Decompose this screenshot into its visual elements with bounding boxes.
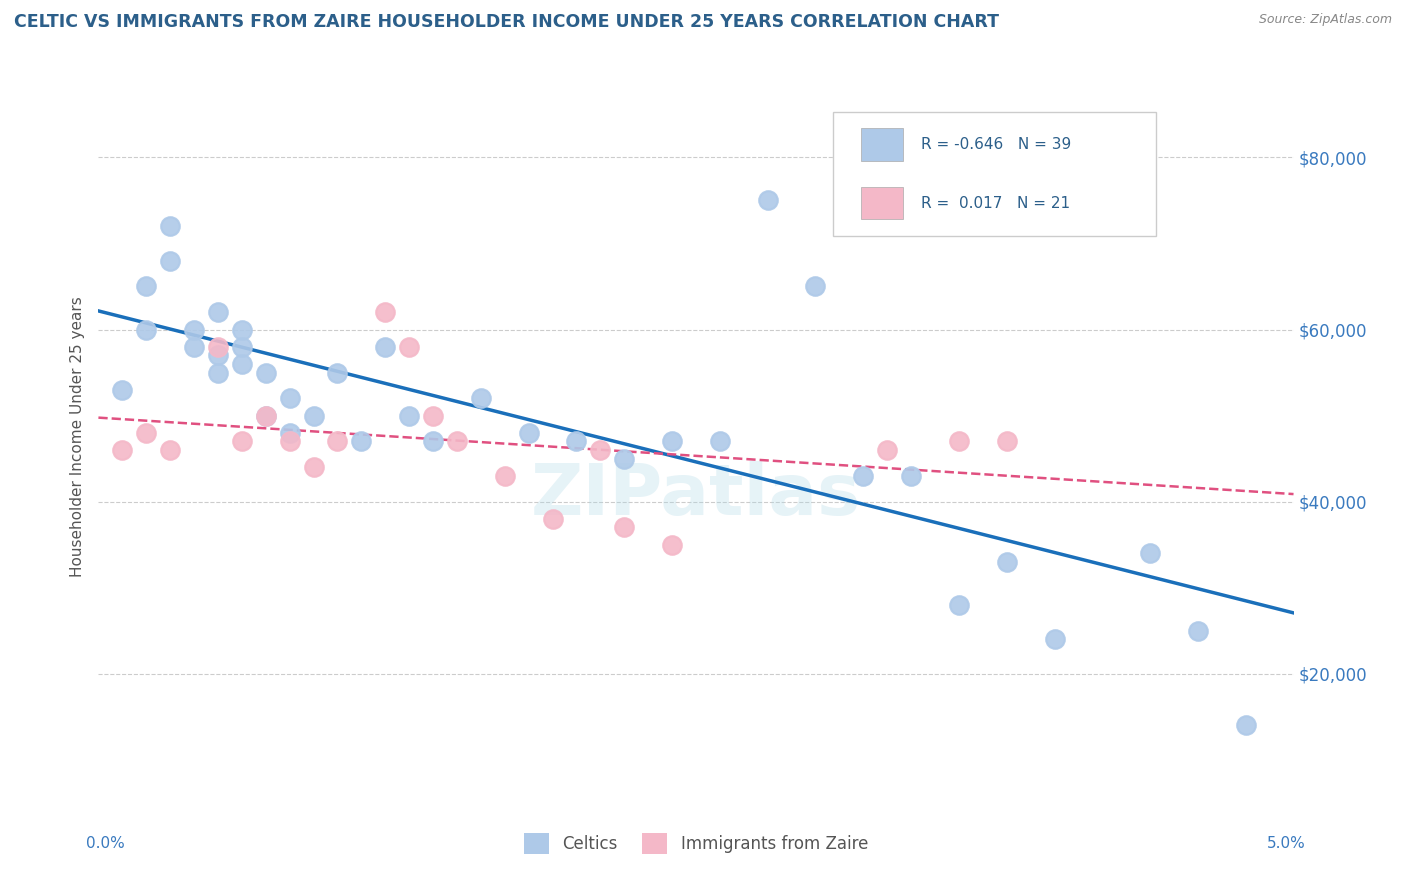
Point	[159, 219, 181, 234]
Point	[446, 434, 468, 449]
Text: 0.0%: 0.0%	[87, 836, 125, 851]
Point	[326, 434, 349, 449]
Text: CELTIC VS IMMIGRANTS FROM ZAIRE HOUSEHOLDER INCOME UNDER 25 YEARS CORRELATION CH: CELTIC VS IMMIGRANTS FROM ZAIRE HOUSEHOL…	[14, 13, 1000, 31]
Point	[565, 434, 588, 449]
Point	[135, 322, 157, 336]
Point	[900, 468, 922, 483]
Point	[613, 520, 636, 534]
Legend: Celtics, Immigrants from Zaire: Celtics, Immigrants from Zaire	[517, 827, 875, 860]
Point	[398, 409, 420, 423]
Point	[159, 442, 181, 457]
FancyBboxPatch shape	[860, 187, 903, 219]
Point	[254, 366, 277, 380]
Point	[494, 468, 516, 483]
Point	[111, 442, 134, 457]
FancyBboxPatch shape	[860, 128, 903, 161]
Point	[589, 442, 612, 457]
Text: 5.0%: 5.0%	[1267, 836, 1306, 851]
Point	[804, 279, 827, 293]
Point	[1234, 718, 1257, 732]
Point	[422, 434, 444, 449]
Point	[159, 253, 181, 268]
Point	[374, 340, 396, 354]
Text: Source: ZipAtlas.com: Source: ZipAtlas.com	[1258, 13, 1392, 27]
Point	[852, 468, 875, 483]
Point	[231, 434, 253, 449]
Point	[709, 434, 731, 449]
Point	[254, 409, 277, 423]
Point	[661, 538, 683, 552]
Point	[207, 305, 229, 319]
Point	[948, 434, 970, 449]
Point	[278, 434, 301, 449]
Point	[374, 305, 396, 319]
Point	[876, 442, 898, 457]
Point	[302, 460, 325, 475]
Point	[231, 357, 253, 371]
Point	[207, 348, 229, 362]
Point	[302, 409, 325, 423]
Point	[995, 555, 1018, 569]
Point	[398, 340, 420, 354]
Point	[1043, 632, 1066, 647]
Point	[756, 194, 779, 208]
Point	[135, 279, 157, 293]
Point	[278, 392, 301, 406]
Point	[517, 425, 540, 440]
Text: R = -0.646   N = 39: R = -0.646 N = 39	[921, 137, 1071, 152]
Text: R =  0.017   N = 21: R = 0.017 N = 21	[921, 195, 1070, 211]
Point	[948, 598, 970, 612]
Point	[995, 434, 1018, 449]
Point	[326, 366, 349, 380]
Point	[231, 340, 253, 354]
Point	[207, 366, 229, 380]
Point	[278, 425, 301, 440]
Point	[613, 451, 636, 466]
FancyBboxPatch shape	[834, 112, 1156, 235]
Y-axis label: Householder Income Under 25 years: Householder Income Under 25 years	[70, 297, 86, 577]
Point	[254, 409, 277, 423]
Point	[1139, 546, 1161, 560]
Point	[1187, 624, 1209, 638]
Point	[135, 425, 157, 440]
Point	[661, 434, 683, 449]
Point	[470, 392, 492, 406]
Point	[541, 512, 564, 526]
Point	[231, 322, 253, 336]
Point	[183, 340, 205, 354]
Point	[183, 322, 205, 336]
Point	[207, 340, 229, 354]
Point	[111, 383, 134, 397]
Point	[350, 434, 373, 449]
Point	[422, 409, 444, 423]
Text: ZIPatlas: ZIPatlas	[531, 461, 860, 530]
